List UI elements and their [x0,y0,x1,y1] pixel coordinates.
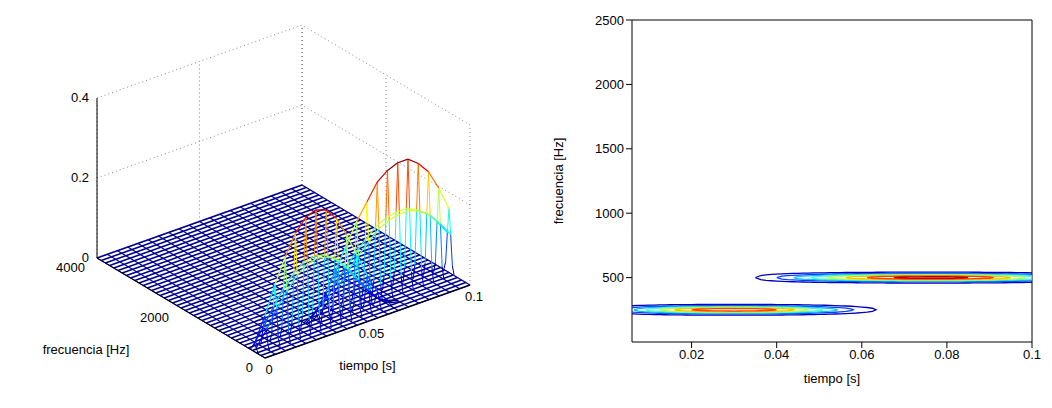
svg-text:2000: 2000 [140,310,169,325]
svg-text:500: 500 [602,270,624,285]
svg-text:1000: 1000 [595,206,624,221]
svg-text:0.05: 0.05 [359,326,384,341]
svg-text:tiempo [s]: tiempo [s] [804,371,860,386]
svg-text:1500: 1500 [595,141,624,156]
svg-text:0.2: 0.2 [71,170,89,185]
svg-text:4000: 4000 [56,260,85,275]
svg-text:0: 0 [265,362,272,377]
svg-text:0.06: 0.06 [849,347,874,362]
svg-text:0.04: 0.04 [764,347,789,362]
svg-text:0: 0 [246,360,253,375]
svg-text:0.1: 0.1 [465,289,483,304]
svg-text:tiempo [s]: tiempo [s] [339,358,395,373]
svg-text:2000: 2000 [595,77,624,92]
svg-text:frecuencia [Hz]: frecuencia [Hz] [43,342,130,357]
svg-text:0: 0 [81,250,89,265]
svg-text:frecuencia [Hz]: frecuencia [Hz] [551,138,566,225]
svg-text:2500: 2500 [595,13,624,28]
svg-text:0.4: 0.4 [71,90,89,105]
svg-text:0.1: 0.1 [1023,347,1041,362]
svg-text:0.02: 0.02 [679,347,704,362]
svg-text:0.08: 0.08 [934,347,959,362]
